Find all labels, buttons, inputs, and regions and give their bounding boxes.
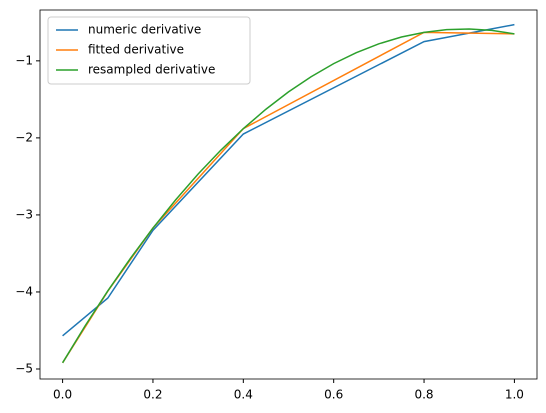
plot-frame [39,9,538,380]
y-tick-label: −5 [15,361,33,375]
y-tick-label: −3 [15,207,33,221]
x-tick-label: 0.8 [414,388,433,402]
x-tick-label: 0.2 [143,388,162,402]
legend-box [47,16,251,85]
y-tick-label: −4 [15,284,33,298]
x-tick-label: 1.0 [505,388,524,402]
x-tick-label: 0.4 [234,388,253,402]
legend-label: fitted derivative [88,43,184,57]
x-tick-label: 0.0 [53,388,72,402]
x-tick-label: 0.6 [324,388,343,402]
y-tick-label: −2 [15,130,33,144]
y-tick-label: −1 [15,53,33,67]
series-line [61,28,515,364]
legend-label: numeric derivative [88,23,201,37]
legend-label: resampled derivative [88,63,215,77]
